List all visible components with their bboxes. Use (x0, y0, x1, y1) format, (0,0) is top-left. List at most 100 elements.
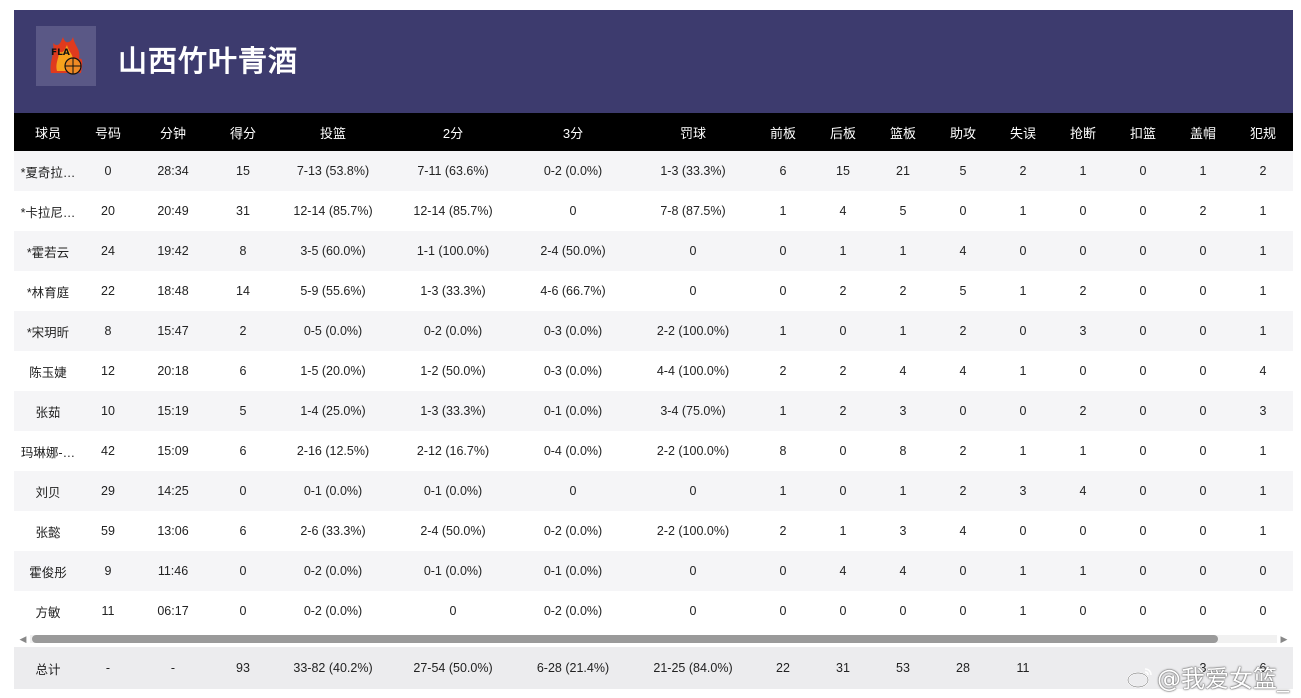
column-header[interactable]: 号码 (94, 125, 121, 141)
stat-cell: 0 (1199, 284, 1207, 298)
stat-cell: 8 (779, 444, 787, 458)
stat-cell: 5 (959, 164, 967, 178)
player-name: 刘贝 (35, 485, 61, 500)
column-header[interactable]: 抢断 (1069, 125, 1096, 141)
stat-cell: 1 (839, 524, 847, 538)
player-rows: *夏奇拉… 0 28:34 15 7-13 (53.8%) 7-11 (63.6%) 0-2… (14, 151, 1293, 631)
column-header[interactable]: 盖帽 (1189, 125, 1216, 141)
stat-cell: 0-2 (0.0%) (423, 324, 483, 338)
stat-cell: 2-4 (50.0%) (420, 524, 486, 538)
column-header[interactable]: 前板 (769, 125, 796, 141)
stat-cell: 0 (1199, 524, 1207, 538)
column-header[interactable]: 3分 (562, 125, 584, 141)
stat-cell: 2 (239, 324, 247, 338)
table-row: 张懿 59 13:06 6 2-6 (33.3%) 2-4 (50.0%) 0-2 (0.0… (14, 511, 1293, 551)
stat-cell: 0 (1199, 324, 1207, 338)
column-header[interactable]: 篮板 (889, 125, 916, 141)
stat-cell: 0 (1259, 604, 1267, 618)
total-cell: 21-25 (84.0%) (653, 661, 733, 675)
scroll-right-icon[interactable]: ▶ (1280, 634, 1288, 644)
stat-cell: 0 (959, 204, 967, 218)
column-header[interactable]: 2分 (442, 125, 464, 141)
total-cell: 31 (836, 661, 850, 675)
stat-cell: 28:34 (157, 164, 189, 178)
total-cell: 53 (896, 661, 910, 675)
stat-cell: 0 (779, 604, 787, 618)
column-header[interactable]: 后板 (829, 125, 856, 141)
stat-cell: 0 (1199, 244, 1207, 258)
column-header[interactable]: 球员 (34, 125, 61, 141)
column-header[interactable]: 助攻 (949, 125, 976, 141)
stat-cell: 1 (1019, 604, 1027, 618)
player-name: *霍若云 (26, 245, 70, 260)
stat-cell: 0 (779, 284, 787, 298)
stat-cell: 0 (779, 244, 787, 258)
stat-cell: 0 (689, 284, 697, 298)
horizontal-scrollbar[interactable]: ◀ ▶ (14, 632, 1293, 646)
stat-cell: 0 (1019, 244, 1027, 258)
stat-cell: 0-5 (0.0%) (303, 324, 363, 338)
stat-cell: 59 (101, 524, 115, 538)
stat-cell: 42 (101, 444, 115, 458)
stat-cell: 0-1 (0.0%) (543, 564, 603, 578)
stat-cell: 0 (1079, 204, 1087, 218)
team-logo: FLA (36, 26, 96, 86)
total-label: 总计 (35, 662, 61, 677)
stat-cell: 2-2 (100.0%) (656, 324, 730, 338)
player-name: *宋玥昕 (26, 325, 70, 340)
stat-cell: 0 (1199, 604, 1207, 618)
stat-cell: 4-6 (66.7%) (540, 284, 606, 298)
total-cell: 6-28 (21.4%) (536, 661, 610, 675)
stat-cell: 9 (104, 564, 112, 578)
table-row: 方敏 11 06:17 0 0-2 (0.0%) 0 0-2 (0.0%) 0 0 0 0 0 1 0 0 0… (14, 591, 1293, 631)
stat-cell: 11 (101, 604, 115, 618)
stat-cell: 0-2 (0.0%) (303, 564, 363, 578)
column-header[interactable]: 罚球 (679, 125, 706, 141)
stat-cell: 18:48 (157, 284, 189, 298)
column-header[interactable]: 得分 (229, 125, 256, 141)
total-cell: 33-82 (40.2%) (293, 661, 373, 675)
stat-cell: 1-3 (33.3%) (660, 164, 726, 178)
stat-cell: 15:09 (157, 444, 189, 458)
stat-cell: 2 (779, 524, 787, 538)
scroll-thumb[interactable] (32, 635, 1218, 643)
stat-cell: 2 (1259, 164, 1267, 178)
stat-cell: 0-3 (0.0%) (543, 364, 603, 378)
stat-cell: 15:47 (157, 324, 189, 338)
stat-cell: 0 (1199, 444, 1207, 458)
stat-cell: 2 (899, 284, 907, 298)
stat-cell: 3-4 (75.0%) (660, 404, 726, 418)
stat-cell: 1 (779, 484, 787, 498)
stat-cell: 12 (101, 364, 115, 378)
stat-cell: 0 (1139, 244, 1147, 258)
scroll-left-icon[interactable]: ◀ (19, 634, 27, 644)
stat-cell: 0 (1019, 524, 1027, 538)
stat-cell: 0 (1139, 364, 1147, 378)
stat-cell: 8 (104, 324, 112, 338)
column-header[interactable]: 分钟 (159, 125, 186, 141)
stat-cell: 7-8 (87.5%) (660, 204, 726, 218)
stat-cell: 10 (101, 404, 115, 418)
stat-cell: 2 (839, 404, 847, 418)
stat-cell: 0 (1139, 484, 1147, 498)
stat-cell: 0 (959, 404, 967, 418)
column-header[interactable]: 失误 (1009, 125, 1036, 141)
column-header[interactable]: 投篮 (319, 125, 346, 141)
table-row: 刘贝 29 14:25 0 0-1 (0.0%) 0-1 (0.0%) 0 0 1 0 1 2 3 4 0 0… (14, 471, 1293, 511)
stat-cell: 0 (1199, 404, 1207, 418)
stat-cell: 2-16 (12.5%) (296, 444, 370, 458)
stat-cell: 4 (839, 204, 847, 218)
stat-cell: 20 (101, 204, 115, 218)
stat-cell: 2-12 (16.7%) (416, 444, 490, 458)
stat-cell: 1 (1079, 444, 1087, 458)
stat-cell: 4 (839, 564, 847, 578)
column-header[interactable]: 犯规 (1249, 125, 1276, 141)
stat-cell: 0 (1199, 484, 1207, 498)
stat-cell: 0 (839, 604, 847, 618)
stat-cell: 20:49 (157, 204, 189, 218)
stat-cell: 0 (239, 484, 247, 498)
stat-cell: 0 (1139, 404, 1147, 418)
stat-cell: 0 (1019, 324, 1027, 338)
table-row: *卡拉尼… 20 20:49 31 12-14 (85.7%) 12-14 (85.7%)… (14, 191, 1293, 231)
column-header[interactable]: 扣篮 (1129, 125, 1156, 141)
